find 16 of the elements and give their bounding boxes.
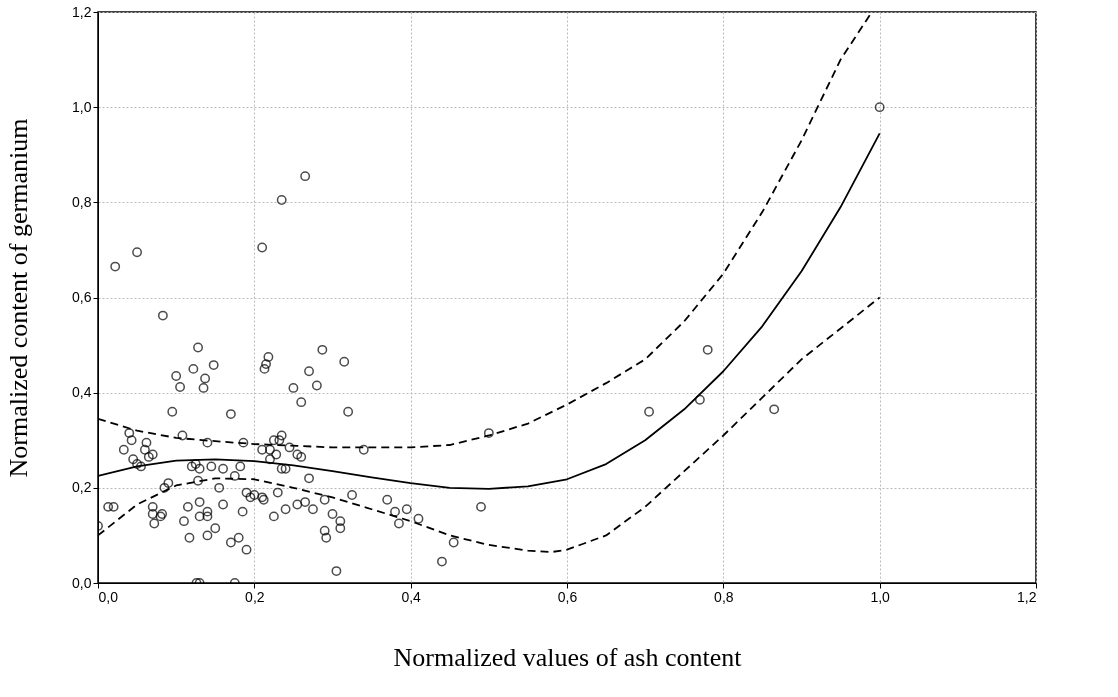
y-tick-label: 1,2 [72, 3, 92, 20]
y-tick-label: 0,8 [72, 193, 92, 210]
y-tick-label: 0,2 [72, 479, 92, 496]
y-tick-label: 0,4 [72, 384, 92, 401]
y-tick-label: 0,6 [72, 289, 92, 305]
y-axis-title: Normalized content of germanium [4, 118, 34, 478]
x-tick-label: 0,0 [98, 588, 119, 605]
x-tick-label: 0,8 [714, 588, 734, 605]
x-tick-label: 0,2 [245, 588, 265, 605]
x-tick-label: 1,2 [1017, 588, 1037, 605]
x-axis-title: Normalized values of ash content [393, 642, 743, 672]
x-tick-label: 0,4 [401, 588, 422, 605]
x-tick-label: 0,6 [557, 588, 578, 605]
x-tick-label: 1,0 [870, 588, 891, 605]
y-tick-label: 1,0 [72, 98, 92, 115]
y-tick-label: 0,0 [72, 574, 92, 591]
